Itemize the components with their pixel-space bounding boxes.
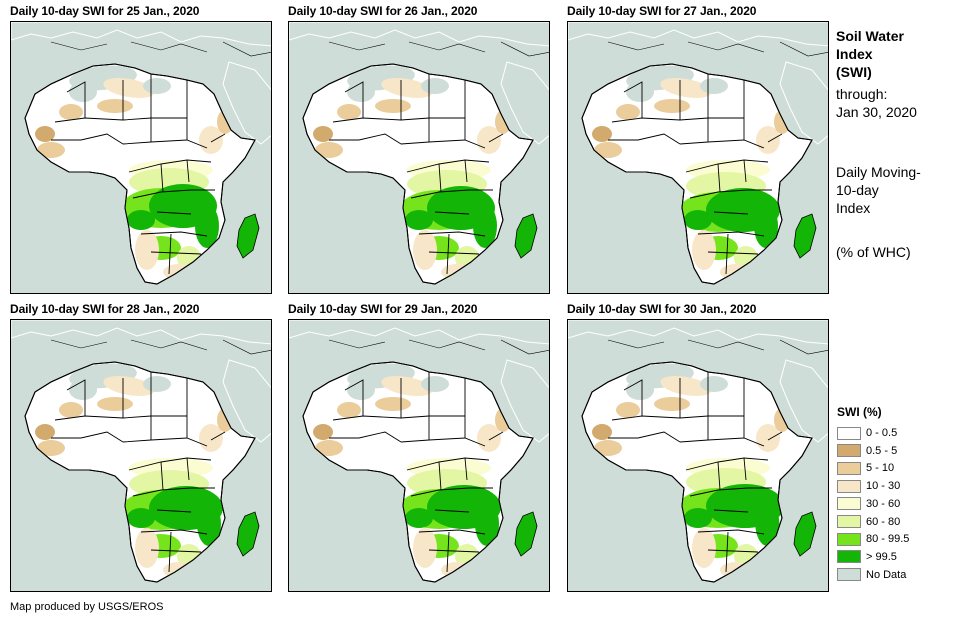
legend-item: 0.5 - 5 [837,443,897,459]
legend-label: 60 - 80 [866,515,901,528]
africa-map [289,320,549,591]
legend-swatch [837,568,861,582]
panel-title: Daily 10-day SWI for 25 Jan., 2020 [10,4,200,18]
africa-map [11,320,271,591]
legend-swatch [837,479,861,493]
panel-title: Daily 10-day SWI for 28 Jan., 2020 [10,302,200,316]
legend-item: 5 - 10 [837,460,894,476]
legend-item: 60 - 80 [837,514,900,530]
legend-item: 30 - 60 [837,496,900,512]
legend-label: > 99.5 [866,550,897,563]
legend-swatch [837,461,861,475]
legend-label: No Data [866,568,907,581]
map-frame [10,21,272,294]
legend-label: 30 - 60 [866,497,901,510]
unit-label: (% of WHC) [836,244,911,260]
index-description: Daily Moving- 10-day Index [836,164,921,216]
through-label: through: [836,86,888,102]
legend-swatch [837,497,861,511]
panel-title: Daily 10-day SWI for 30 Jan., 2020 [567,302,757,316]
legend-title: SWI (%) [837,405,882,419]
africa-map [289,22,549,293]
map-frame [288,319,550,592]
map-frame [10,319,272,592]
index-title: Soil Water Index (SWI) [836,28,904,80]
legend-swatch [837,426,861,440]
africa-map [568,22,828,293]
africa-map [568,320,828,591]
legend-item: > 99.5 [837,549,897,565]
legend-label: 5 - 10 [866,462,895,475]
map-frame [567,319,829,592]
legend-label: 0 - 0.5 [866,427,898,439]
panel-title: Daily 10-day SWI for 26 Jan., 2020 [288,4,478,18]
panel-title: Daily 10-day SWI for 29 Jan., 2020 [288,302,478,316]
legend-item: 10 - 30 [837,478,900,494]
legend-label: 80 - 99.5 [866,533,910,546]
through-date: Jan 30, 2020 [836,104,917,120]
legend-swatch [837,532,861,546]
legend-swatch [837,550,861,564]
legend-item: 0 - 0.5 [837,425,897,441]
legend-swatch [837,515,861,528]
legend-label: 10 - 30 [866,480,901,493]
map-frame [567,21,829,294]
map-frame [288,21,550,294]
credit-text: Map produced by USGS/EROS [10,601,164,613]
panel-title: Daily 10-day SWI for 27 Jan., 2020 [567,4,757,18]
africa-map [11,22,271,293]
legend-swatch [837,444,861,458]
legend-label: 0.5 - 5 [866,444,898,457]
legend-item: 80 - 99.5 [837,531,909,547]
legend-item: No Data [837,567,906,583]
